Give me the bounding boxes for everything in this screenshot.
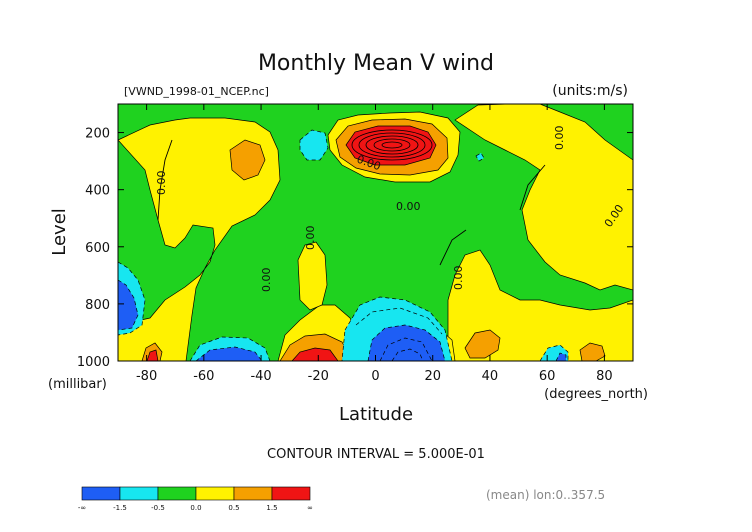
x-tick-label: -60: [193, 369, 214, 384]
colorbar: -∞ -1.5 -0.5 0.0 0.5 1.5 ∞: [78, 486, 313, 512]
x-tick-label: 20: [424, 369, 441, 384]
cyan-speck: [475, 152, 485, 162]
blue-cell-east: [555, 352, 567, 361]
plot-area: [118, 104, 633, 361]
red-cell-low: [291, 347, 339, 361]
jet-core-contours: [351, 129, 433, 161]
contour-interval-text: CONTOUR INTERVAL = 5.000E-01: [267, 447, 485, 462]
x-tick-label: -80: [136, 369, 157, 384]
y-tick-label: 800: [85, 298, 110, 313]
contour-label: 0.00: [304, 226, 317, 251]
red-cell-pole: [146, 349, 159, 361]
colorbar-label: -∞: [78, 504, 86, 512]
x-tick-label: 40: [482, 369, 499, 384]
blue-cell-south: [195, 346, 263, 361]
file-label: [VWND_1998-01_NCEP.nc]: [124, 85, 269, 98]
x-axis: -80 -60 -40 -20 0 20 40 60 80: [136, 104, 613, 384]
chart-title: Monthly Mean V wind: [258, 51, 494, 76]
colorbar-label: -0.5: [151, 504, 165, 512]
y-tick-label: 200: [85, 127, 110, 142]
y-tick-label: 600: [85, 241, 110, 256]
colorbar-label: ∞: [307, 504, 313, 512]
yellow-plume: [297, 241, 328, 311]
colorbar-swatch: [119, 486, 159, 501]
negative-high-regions: [118, 279, 567, 361]
orange-cell-east: [464, 329, 501, 359]
x-axis-units: (degrees_north): [544, 387, 648, 402]
cyan-cell-upper: [299, 129, 329, 161]
y-axis-title: Level: [49, 208, 70, 256]
y-tick-label: 1000: [77, 355, 110, 370]
colorbar-label: 1.5: [266, 504, 277, 512]
colorbar-swatch: [157, 486, 197, 501]
orange-cell-far-east: [579, 342, 606, 361]
orange-cell-west: [229, 139, 266, 181]
colorbar-swatch: [195, 486, 235, 501]
blue-cell-pole: [118, 279, 139, 331]
contour-label: 0.00: [553, 126, 566, 151]
colorbar-label: 0.0: [190, 504, 201, 512]
contour-label: 0.00: [452, 266, 465, 291]
colorbar-swatch: [81, 486, 121, 501]
y-axis: 200 400 600 800 1000: [77, 127, 633, 370]
colorbar-label: 0.5: [228, 504, 239, 512]
y-axis-units: (millibar): [48, 377, 107, 392]
yellow-region-west: [118, 117, 281, 361]
blue-cell-equator: [367, 324, 446, 361]
contour-label: 0.00: [396, 200, 421, 213]
subset-text: (mean) lon:0..357.5: [486, 488, 605, 502]
colorbar-swatch: [233, 486, 273, 501]
yellow-region-upper-east: [454, 104, 633, 291]
y-tick-label: 400: [85, 184, 110, 199]
contour-label: 0.00: [260, 268, 273, 293]
x-axis-title: Latitude: [339, 404, 413, 425]
contour-label: 0.00: [155, 171, 168, 196]
x-tick-label: -40: [250, 369, 271, 384]
x-tick-label: 80: [596, 369, 613, 384]
x-tick-label: 60: [539, 369, 556, 384]
x-tick-label: 0: [371, 369, 379, 384]
zero-contours: [157, 139, 546, 266]
equator-negative-contours: [355, 307, 443, 361]
units-label: (units:m/s): [552, 83, 628, 99]
colorbar-swatch: [271, 486, 311, 501]
colorbar-label: -1.5: [113, 504, 127, 512]
positive-high-regions: [146, 125, 437, 361]
x-tick-label: -20: [308, 369, 329, 384]
